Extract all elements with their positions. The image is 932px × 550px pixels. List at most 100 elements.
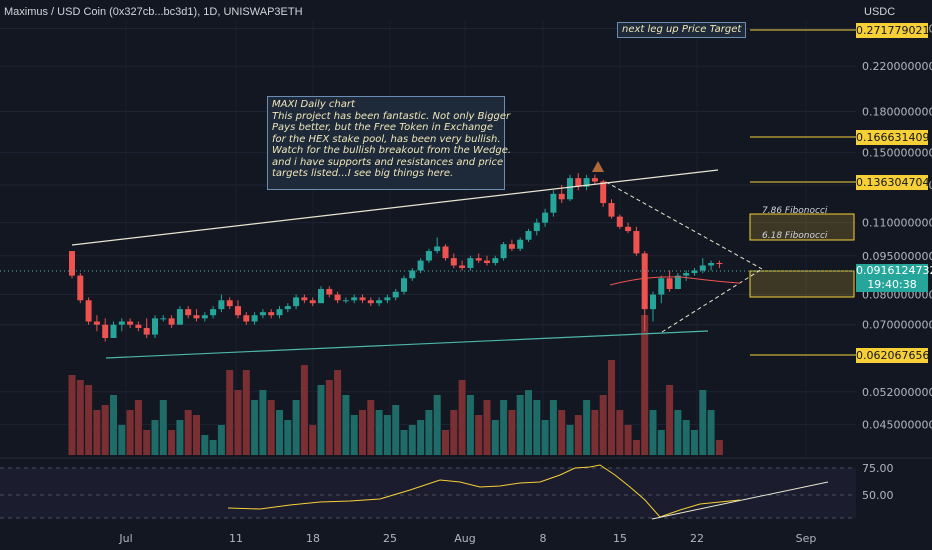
volume-bar <box>383 415 391 455</box>
volume-bar <box>491 420 499 455</box>
price-tag-target: 0.2717790219 <box>856 23 932 38</box>
resistance-trendline <box>71 169 719 246</box>
candle-body <box>600 181 607 204</box>
time-tick-label: Jul <box>118 532 132 545</box>
volume-bar <box>375 410 383 455</box>
time-tick-label: 8 <box>540 532 547 545</box>
candle-body <box>176 309 183 325</box>
candle-body <box>85 300 92 322</box>
volume-bar <box>558 410 566 455</box>
wedge-lower <box>661 268 763 333</box>
candle-body <box>583 178 590 187</box>
volume-bar <box>209 440 217 455</box>
volume-bar <box>193 415 200 455</box>
volume-bar <box>317 385 325 455</box>
volume-bar <box>242 370 250 455</box>
volume-bar <box>549 400 557 455</box>
volume-bar <box>267 400 275 455</box>
candle-body <box>342 300 349 302</box>
note-line: Pays better, but the Free Token in Excha… <box>272 122 494 133</box>
volume-bar <box>259 390 267 455</box>
candle-body <box>475 258 482 261</box>
chart-title: Maximus / USD Coin (0x327cb...bc3d1), 1D… <box>4 6 303 18</box>
candle-body <box>243 315 250 322</box>
volume-bar <box>682 420 690 455</box>
volume-bar <box>417 420 425 455</box>
candle-body <box>467 258 474 268</box>
candle-body <box>517 239 524 249</box>
candle-body <box>210 309 217 316</box>
candle-body <box>492 258 499 264</box>
volume-bar <box>500 400 508 455</box>
candle-body <box>533 222 540 232</box>
volume-bar <box>350 415 358 455</box>
rsi-band <box>0 468 856 518</box>
volume-bar <box>176 420 184 455</box>
candle-body <box>525 231 532 240</box>
fib-label-618: 6.18 Fibonocci <box>762 231 828 241</box>
volume-bar <box>691 430 698 455</box>
volume-bar <box>641 315 649 455</box>
note-line: Watch for the bullish breakout from the … <box>272 145 512 156</box>
candle-body <box>409 270 416 279</box>
volume-bar <box>367 400 375 455</box>
candle-body <box>716 263 723 265</box>
chart-note: MAXI Daily chart This project has been f… <box>267 96 512 190</box>
volume-bar <box>217 425 225 455</box>
candle-body <box>575 178 582 187</box>
candle-body <box>201 315 208 319</box>
volume-bar <box>93 410 101 455</box>
candle-body <box>392 291 399 298</box>
volume-bar <box>475 415 483 455</box>
note-line: targets listed...I see big things here. <box>272 168 454 179</box>
volume-bar <box>666 385 674 455</box>
candle-body <box>459 265 466 268</box>
candle-body <box>152 318 158 335</box>
volume-bar <box>392 405 400 455</box>
candle-body <box>616 216 623 227</box>
volume-bar <box>574 415 582 455</box>
volume-bar <box>657 430 665 455</box>
candle-body <box>160 318 167 320</box>
price-tag-resistance-2: 0.1363047048 <box>856 175 932 190</box>
candle-body <box>384 297 391 301</box>
candle-body <box>118 321 125 325</box>
time-tick-label: 15 <box>613 532 627 545</box>
note-line: for the HEX stake pool, has been very bu… <box>272 133 501 145</box>
candle-body <box>376 300 383 304</box>
volume-bar <box>201 435 209 455</box>
candle-body <box>127 321 134 325</box>
candle-body <box>218 300 225 310</box>
volume-bar <box>151 420 159 455</box>
candle-body <box>567 178 573 200</box>
volume-bar <box>400 430 408 455</box>
volume-bar <box>134 400 142 455</box>
volume-bars <box>68 315 723 455</box>
rsi-tick-label: 75.00 <box>862 462 894 475</box>
volume-bar <box>300 365 308 455</box>
rsi-tick-label: 50.00 <box>862 489 894 502</box>
price-target-label: next leg up Price Target <box>617 22 747 38</box>
candle-body <box>334 294 341 301</box>
note-line: MAXI Daily chart <box>272 99 355 110</box>
volume-bar <box>110 395 117 455</box>
volume-bar <box>599 395 607 455</box>
candle-body <box>508 244 515 249</box>
volume-bar <box>226 370 234 455</box>
volume-bar <box>85 385 93 455</box>
rsi-trendline <box>651 481 829 520</box>
volume-bar <box>425 410 433 455</box>
note-line: and i have supports and resistances and … <box>272 156 504 168</box>
price-tag-resistance-1: 0.1666314095 <box>856 130 932 145</box>
candle-body <box>608 203 615 217</box>
time-tick-label: 11 <box>229 532 243 545</box>
candle-body <box>484 260 490 264</box>
candle-body <box>301 297 308 301</box>
volume-bar <box>533 400 541 455</box>
volume-bar <box>359 410 366 455</box>
candle-body <box>434 246 441 252</box>
